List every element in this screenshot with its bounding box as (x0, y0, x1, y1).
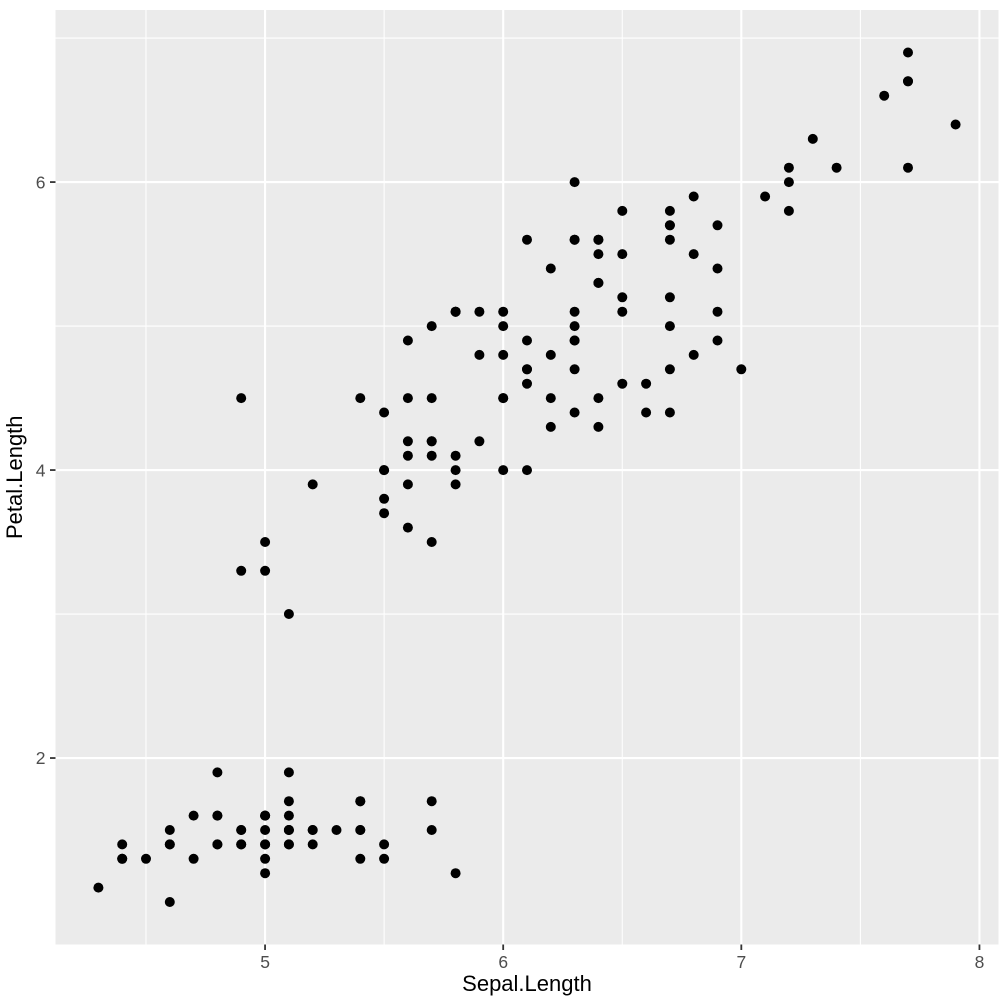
axis-tick-labels: 5 6 7 8 2 4 6 (36, 172, 985, 972)
minor-gridlines (55, 10, 999, 945)
svg-text:5: 5 (260, 952, 270, 972)
x-axis-title: Sepal.Length (462, 971, 592, 996)
data-points (93, 47, 961, 907)
plot-panel (55, 10, 999, 945)
svg-text:6: 6 (498, 952, 508, 972)
svg-text:7: 7 (736, 952, 746, 972)
svg-text:8: 8 (975, 952, 985, 972)
axis-tick-marks (50, 181, 981, 950)
svg-text:4: 4 (36, 460, 46, 480)
svg-text:6: 6 (36, 172, 46, 192)
svg-text:2: 2 (36, 748, 46, 768)
y-axis-title: Petal.Length (2, 415, 27, 539)
